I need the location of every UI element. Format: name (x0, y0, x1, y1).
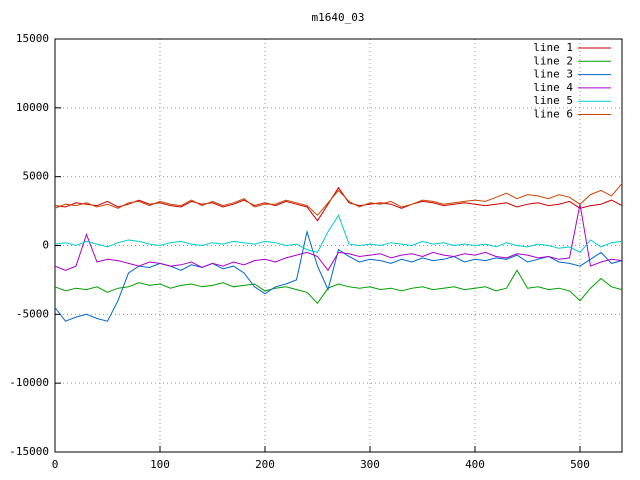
series-line (54, 186, 623, 222)
series-line (54, 183, 623, 216)
series-line (54, 269, 623, 305)
series-line (54, 214, 623, 254)
y-tick-label: -10000 (9, 376, 49, 389)
y-tick-label: -15000 (9, 445, 49, 458)
legend-label: line 5 (533, 94, 573, 107)
x-tick-label: 200 (255, 458, 275, 471)
y-tick-label: 15000 (16, 32, 49, 45)
legend-label: line 1 (533, 41, 573, 54)
y-tick-label: 10000 (16, 101, 49, 114)
legend-label: line 4 (533, 81, 573, 94)
legend-label: line 3 (533, 68, 573, 81)
x-tick-label: 300 (360, 458, 380, 471)
y-tick-label: -5000 (16, 307, 49, 320)
series-line (54, 204, 623, 272)
x-tick-label: 500 (570, 458, 590, 471)
chart-title: m1640_03 (312, 11, 365, 24)
series-line (54, 229, 623, 322)
plot-frame (54, 38, 623, 453)
y-tick-label: 0 (42, 239, 49, 252)
legend-label: line 2 (533, 54, 573, 67)
legend-label: line 6 (533, 108, 573, 121)
x-tick-label: 100 (150, 458, 170, 471)
x-tick-label: 400 (465, 458, 485, 471)
x-tick-label: 0 (52, 458, 59, 471)
y-tick-label: 5000 (23, 170, 50, 183)
